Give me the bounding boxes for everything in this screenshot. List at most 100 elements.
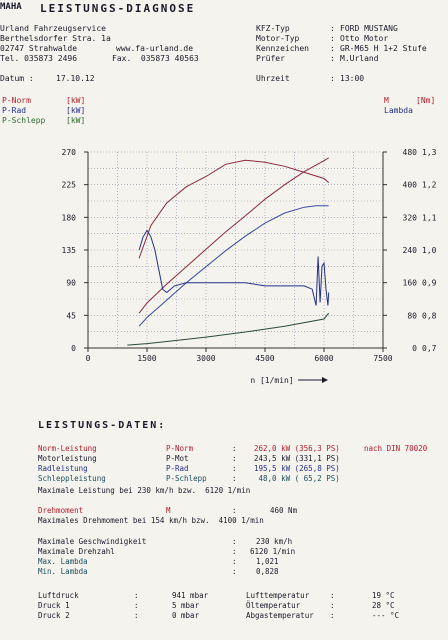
pruefer-value: M.Urland (340, 54, 379, 63)
ambient-label: Lufttemperatur (246, 591, 310, 600)
x-tick-label: 7500 (373, 354, 392, 363)
kennz-value: GR-M65 H 1+2 Stufe (340, 44, 427, 53)
max-torque: Maximales Drehmoment bei 154 km/h bzw. 4… (38, 516, 264, 525)
y-right-lambda-tick-label: 1,1 (422, 213, 437, 222)
kennz-label: Kennzeichen (256, 44, 309, 53)
legend-m: M (384, 96, 389, 105)
ambient-label: Druck 2 (38, 611, 70, 620)
x-tick-label: 1500 (137, 354, 156, 363)
colon: : (232, 537, 237, 546)
y-left-tick-label: 45 (66, 311, 76, 320)
kfz-value: FORD MUSTANG (340, 24, 398, 33)
date-value: 17.10.12 (56, 74, 95, 83)
company-street: Berthelsdorfer Stra. 1a (0, 34, 111, 43)
ambient-value: 28 °C (372, 601, 395, 610)
result-label: Schleppleistung (38, 474, 106, 483)
result-symbol: P-Mot (166, 454, 189, 463)
series-p-rad-line (138, 205, 329, 327)
y-left-tick-label: 135 (62, 246, 77, 255)
y-right-lambda-tick-label: 1,2 (422, 181, 437, 190)
min-lambda-value: 0,828 (256, 567, 279, 576)
legend-pschlepp: P-Schlepp (2, 116, 46, 125)
ambient-value: 5 mbar (172, 601, 200, 610)
result-extra: nach DIN 70020 (364, 444, 428, 453)
max-rpm-value: 6120 1/min (250, 547, 296, 556)
ambient-value: 941 mbar (172, 591, 209, 600)
ambient-colon: : (330, 611, 335, 620)
y-right-m-tick-label: 80 (407, 311, 417, 320)
company-phone: Tel. 035873 2496 (0, 54, 78, 63)
y-right-lambda-tick-label: 0,7 (422, 344, 437, 353)
results-title: LEISTUNGS-DATEN: (38, 420, 167, 431)
result-value: 195,5 kW (265,8 PS) (254, 464, 340, 473)
series-lambda-line (138, 229, 330, 306)
power-chart: 0 45 90 135 180 225 270 0 1500 3000 4500 6000 7500 0 8… (62, 148, 437, 385)
result-colon: : (232, 444, 237, 453)
x-tick-label: 3000 (196, 354, 215, 363)
ambient-label: Abgastemperatur (246, 611, 314, 620)
y-left-tick-label: 0 (71, 344, 76, 353)
y-right-lambda-tick-label: 1,3 (422, 148, 437, 157)
x-axis-arrowhead (322, 377, 328, 383)
company-city: 02747 Strahwalde (0, 44, 78, 53)
legend-m-unit: [Nm] (416, 96, 436, 105)
page-title: LEISTUNGS-DIAGNOSE (40, 2, 196, 15)
max-speed-label: Maximale Geschwindigkeit (38, 537, 147, 546)
ambient-value: 19 °C (372, 591, 395, 600)
result-symbol: P-Norm (166, 444, 194, 453)
y-right-lambda-tick-label: 1,0 (422, 246, 437, 255)
ambient-colon: : (134, 611, 139, 620)
pruefer-label: Prüfer (256, 54, 285, 63)
torque-value: 460 Nm (270, 506, 298, 515)
result-colon: : (232, 464, 237, 473)
ambient-value: 0 mbar (172, 611, 200, 620)
max-rpm-label: Maximale Drehzahl (38, 547, 115, 556)
date-label: Datum : (0, 74, 34, 83)
y-right-lambda-tick-label: 0,9 (422, 279, 437, 288)
vehicle-colon: : (330, 54, 335, 63)
x-tick-label: 6000 (314, 354, 333, 363)
result-value: 262,0 kW (356,3 PS) (254, 444, 340, 453)
company-web: www.fa-urland.de (116, 44, 194, 53)
y-right-m-tick-label: 480 (403, 148, 418, 157)
uhrzeit-value: 13:00 (340, 74, 365, 83)
torque-label: Drehmoment (38, 506, 84, 515)
y-left-tick-label: 180 (62, 213, 77, 222)
legend-prad: P-Rad (2, 106, 27, 115)
kfz-label: KFZ-Typ (256, 24, 290, 33)
uhrzeit-label: Uhrzeit (256, 74, 290, 83)
x-tick-label: 4500 (255, 354, 274, 363)
result-symbol: P-Rad (166, 464, 189, 473)
max-speed-value: 230 km/h (256, 537, 293, 546)
y-right-lambda-tick-label: 0,8 (422, 311, 437, 320)
colon: : (232, 567, 237, 576)
y-right-m-tick-label: 160 (403, 279, 418, 288)
series-p-norm-line (138, 157, 329, 314)
y-right-m-tick-label: 400 (403, 181, 418, 190)
x-tick-label: 0 (86, 354, 91, 363)
company-name: Urland Fahrzeugservice (0, 24, 106, 33)
max-power: Maximale Leistung bei 230 km/h bzw. 6120… (38, 486, 251, 495)
result-value: 243,5 kW (331,1 PS) (254, 454, 340, 463)
ambient-label: Luftdruck (38, 591, 79, 600)
motor-label: Motor-Typ (256, 34, 300, 43)
result-label: Norm-Leistung (38, 444, 97, 453)
result-symbol: P-Schlepp (166, 474, 207, 483)
min-lambda-label: Min. Lambda (38, 567, 88, 576)
vehicle-colon: : (330, 44, 335, 53)
logo: MAHA (0, 2, 22, 12)
y-right-m-tick-label: 240 (403, 246, 418, 255)
series-m-line (138, 159, 330, 259)
company-fax: Fax. 035873 40563 (112, 54, 199, 63)
legend-pschlepp-unit: [kW] (66, 116, 86, 125)
ambient-label: Druck 1 (38, 601, 70, 610)
colon: : (232, 547, 237, 556)
ambient-colon: : (134, 601, 139, 610)
y-right-m-tick-label: 320 (403, 213, 418, 222)
max-lambda-label: Max. Lambda (38, 557, 88, 566)
vehicle-colon: : (330, 74, 335, 83)
legend-lambda: Lambda (384, 106, 413, 115)
x-axis-label: n [1/min] (250, 376, 293, 385)
result-colon: : (232, 454, 237, 463)
motor-value: Otto Motor (340, 34, 389, 43)
